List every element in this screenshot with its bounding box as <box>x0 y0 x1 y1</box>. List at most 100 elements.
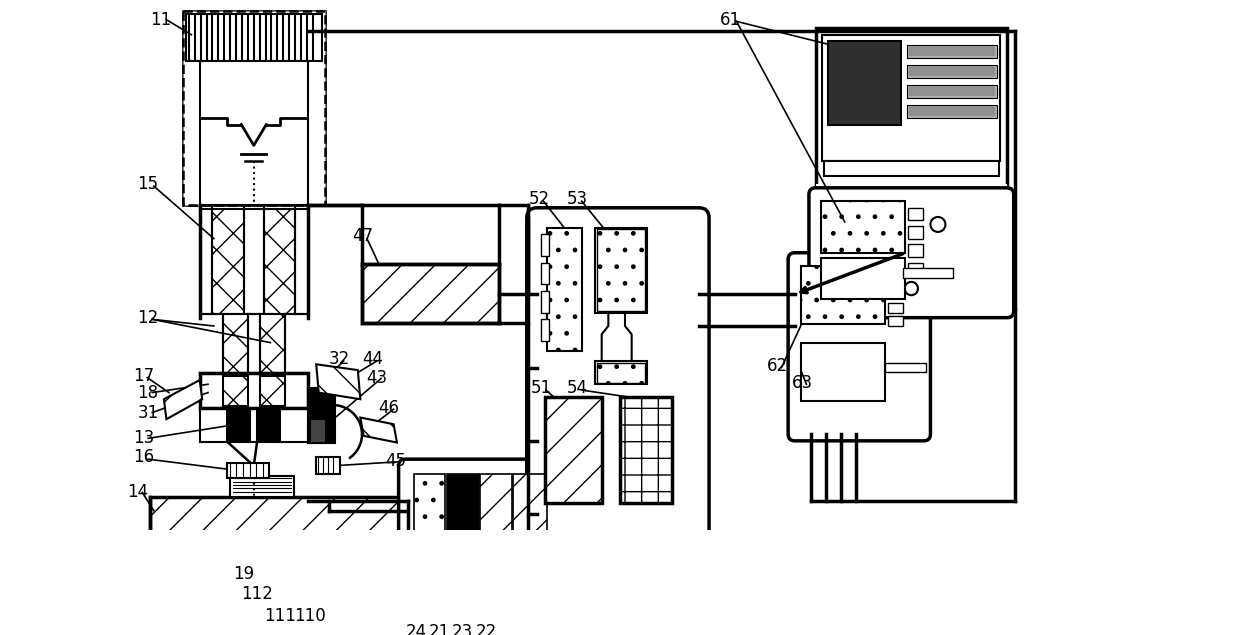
FancyBboxPatch shape <box>527 208 709 552</box>
Bar <box>257 408 280 442</box>
Text: 24: 24 <box>405 624 427 635</box>
Bar <box>308 389 335 443</box>
FancyBboxPatch shape <box>808 188 1013 318</box>
Text: 12: 12 <box>138 309 159 326</box>
Bar <box>259 314 285 373</box>
Bar <box>200 373 308 408</box>
Bar <box>546 397 601 504</box>
Circle shape <box>905 282 918 295</box>
Bar <box>596 363 645 382</box>
Text: 13: 13 <box>133 429 154 447</box>
Text: 61: 61 <box>720 11 742 29</box>
Bar <box>212 210 244 314</box>
Bar <box>816 185 1007 194</box>
Bar <box>908 44 997 58</box>
Bar <box>595 361 646 384</box>
Bar <box>480 474 512 539</box>
Bar <box>908 208 923 220</box>
Bar <box>888 316 903 326</box>
Text: 31: 31 <box>138 404 159 422</box>
Text: 44: 44 <box>362 351 383 368</box>
Bar <box>200 62 308 205</box>
Bar <box>909 66 996 76</box>
Bar <box>184 11 325 205</box>
Text: 22: 22 <box>476 624 497 635</box>
Text: 52: 52 <box>528 190 549 208</box>
Bar <box>888 303 903 312</box>
FancyBboxPatch shape <box>398 459 591 563</box>
Bar <box>150 497 408 588</box>
Text: 16: 16 <box>133 448 154 467</box>
Polygon shape <box>316 364 361 399</box>
Bar <box>184 11 325 205</box>
Text: 62: 62 <box>766 357 787 375</box>
Bar <box>227 464 269 478</box>
Text: 51: 51 <box>531 379 552 398</box>
Bar <box>908 226 923 239</box>
Text: 18: 18 <box>138 384 159 401</box>
Bar <box>908 263 923 275</box>
Bar <box>888 283 903 293</box>
Bar <box>596 229 645 311</box>
Text: 53: 53 <box>567 190 588 208</box>
Text: 110: 110 <box>294 606 325 625</box>
Bar <box>547 228 582 351</box>
Text: 19: 19 <box>233 565 254 583</box>
Circle shape <box>930 217 945 232</box>
Bar <box>227 408 250 442</box>
Text: 43: 43 <box>366 370 387 387</box>
Bar <box>310 419 326 443</box>
Text: 45: 45 <box>386 452 407 470</box>
Text: 23: 23 <box>451 624 474 635</box>
Bar <box>541 263 549 284</box>
Bar <box>541 291 549 312</box>
Bar <box>259 376 285 406</box>
Bar <box>264 210 295 314</box>
Bar <box>186 14 322 62</box>
Bar <box>231 476 294 497</box>
Polygon shape <box>361 418 397 443</box>
Bar <box>620 397 672 504</box>
Bar <box>821 201 905 253</box>
Text: 11: 11 <box>150 11 171 29</box>
Bar <box>362 264 500 323</box>
Bar <box>903 268 952 277</box>
FancyBboxPatch shape <box>789 253 930 441</box>
Text: 47: 47 <box>352 227 373 245</box>
Text: 21: 21 <box>429 624 450 635</box>
Bar <box>541 319 549 341</box>
Circle shape <box>298 584 308 594</box>
Text: 14: 14 <box>128 483 149 502</box>
Bar <box>223 376 248 406</box>
Bar <box>908 244 923 257</box>
Bar <box>908 105 997 118</box>
Bar <box>821 258 905 299</box>
Text: 32: 32 <box>329 351 350 368</box>
Bar <box>908 65 997 78</box>
Bar <box>409 537 580 551</box>
Bar <box>888 269 903 279</box>
Text: 112: 112 <box>242 585 273 603</box>
Bar <box>801 343 884 401</box>
Text: 46: 46 <box>378 399 399 417</box>
Bar <box>546 397 601 504</box>
Bar <box>260 584 272 594</box>
Bar <box>822 35 1001 161</box>
Bar <box>223 314 248 373</box>
Text: 63: 63 <box>791 373 812 392</box>
Text: 111: 111 <box>264 606 296 625</box>
Text: 15: 15 <box>138 175 159 194</box>
Bar <box>541 234 549 256</box>
Bar <box>823 161 998 176</box>
Bar <box>513 474 547 539</box>
Bar <box>908 84 997 98</box>
Bar <box>884 363 926 371</box>
Bar <box>828 41 901 124</box>
Bar <box>316 457 340 474</box>
Bar <box>362 264 500 323</box>
Text: 54: 54 <box>567 379 588 398</box>
Text: 17: 17 <box>133 367 154 385</box>
Bar <box>595 228 646 312</box>
Bar <box>414 474 445 539</box>
Bar <box>816 28 1007 194</box>
